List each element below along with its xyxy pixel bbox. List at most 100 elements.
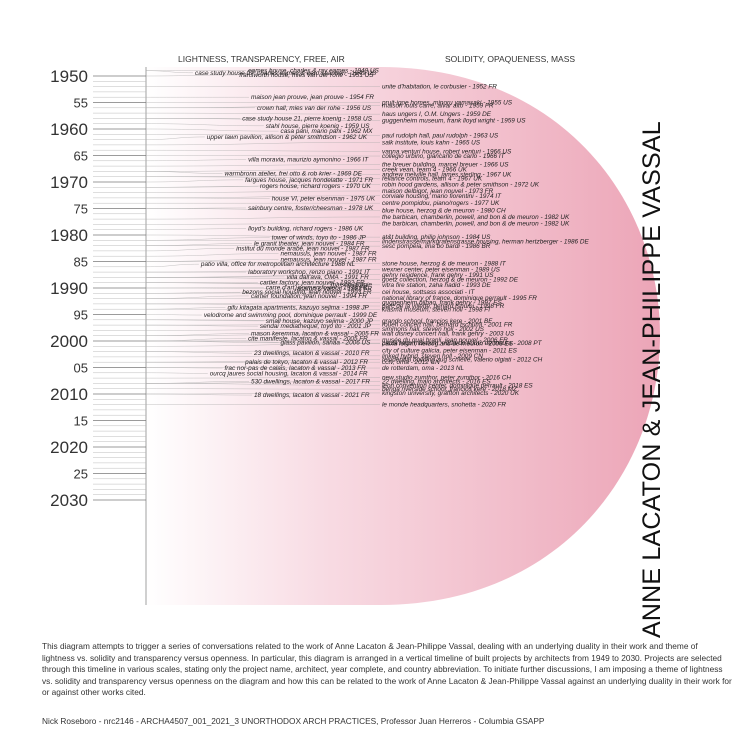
project-label: salk institute, louis kahn - 1965 US (382, 139, 481, 146)
year-label: 1970 (50, 173, 88, 192)
year-label: 1960 (50, 120, 88, 139)
project-connector (145, 159, 247, 161)
project-label: stone house, herzog & de meuron - 1988 I… (382, 261, 507, 268)
project-connector (145, 350, 381, 352)
project-connector (145, 261, 381, 264)
project-label: pruit-igoe homes, minoru yamasaki - 1955… (381, 100, 513, 107)
project-connector (145, 324, 258, 327)
project-connector (145, 328, 381, 331)
project-connector (145, 123, 264, 126)
project-label: upper lawn pavilion, allison & peter smi… (207, 134, 368, 141)
project-connector (145, 314, 202, 316)
project-label: lacaton & vassal - 1993 FR (295, 286, 372, 293)
year-label: 2010 (50, 385, 88, 404)
project-label: wexner center, peter eisenman - 1989 US (382, 266, 501, 273)
project-connector (145, 208, 381, 211)
project-label: city of culture galicia, peter eisenman … (382, 348, 518, 355)
project-label: walt disney concert hall, frank gehry - … (382, 331, 515, 338)
project-connector (145, 190, 381, 193)
project-connector (145, 228, 247, 230)
project-connector (145, 179, 244, 183)
project-label: cite manifeste, lacaton & vassal - 2005 … (248, 335, 368, 342)
project-connector (145, 297, 381, 299)
project-label: vanna venturi house, robert venturi - 19… (382, 148, 512, 155)
project-label: stahl house, pierre koenig - 1959 US (266, 123, 370, 130)
project-label: maison latapie (331, 281, 373, 288)
project-label: musée du quai branli, jean nouvel - 2006… (382, 337, 508, 344)
project-label: warmbronn atelier, frei otto & rob krier… (225, 171, 363, 178)
project-connector (145, 216, 381, 220)
project-connector (145, 176, 381, 179)
project-connector (145, 248, 235, 252)
project-label: villa moravia, maurizio aymonino - 1966 … (248, 157, 369, 164)
year-label: 65 (74, 149, 88, 164)
year-label: 2000 (50, 332, 88, 351)
project-connector (145, 367, 381, 369)
project-connector (145, 287, 264, 289)
project-connector (145, 142, 381, 146)
project-label: 18 dwellings, lacaton & vassal - 2021 FR (254, 392, 370, 399)
project-connector (145, 136, 205, 140)
project-connector (145, 150, 381, 152)
project-label: 23 dwellings, lacaton & vassal - 2010 FR (253, 350, 370, 357)
project-label: haus ungers I, O.M. Ungers - 1959 DE (382, 111, 492, 118)
project-label: nemausus, jean nouvel - 1987 FR (281, 256, 377, 263)
project-label: at&t building, philip johnson - 1984 US (382, 234, 491, 241)
project-label: sendai mediatheque, toyo ito - 2001 JP (260, 323, 372, 330)
project-label: new studio zumthor, peter zumthor - 2016… (382, 375, 511, 382)
project-label: cctv, oma - 2012 CN (382, 359, 440, 366)
project-connector (145, 319, 381, 322)
project-connector (145, 112, 381, 115)
project-connector (145, 351, 253, 354)
project-label: 530 dwellings, lacaton & vassal - 2017 F… (251, 378, 370, 385)
project-label: tower of winds, toyo ito - 1986 JP (272, 235, 367, 242)
project-label: case study house 21, pierre koenig - 195… (242, 115, 372, 122)
project-label: caixa forum, herzog and de meuron - 2008… (382, 341, 514, 348)
project-label: guggenheim bilbao, frank gehry - 1997 ES (382, 299, 502, 306)
project-label: small house, kazuyo sejima - 2000 JP (266, 318, 374, 325)
solidity-mass-shape (146, 67, 660, 605)
project-label: paula rego museum, eduardo souto de mour… (381, 340, 543, 347)
project-label: parc de la villette, benard tshumi - 199… (381, 303, 505, 310)
project-label: sesc pompéia, lina bo bardi - 1986 BR (382, 243, 491, 250)
project-label: linked hybrid, steven holl - 2009 CN (382, 353, 483, 360)
project-connector (145, 282, 329, 285)
project-connector (145, 155, 381, 157)
project-label: fransworth house, mies van der rohe - 19… (239, 72, 374, 79)
project-label: grando school, francios kere - 2001 BF (382, 318, 493, 325)
project-label: maison louis carré, alvar alto - 1959 FR (382, 103, 494, 110)
credits-line: Nick Roseboro - nrc2146 - ARCHA4507_001_… (42, 716, 545, 726)
year-label: 2030 (50, 491, 88, 510)
project-label: villa dall'ava, OMA - 1991 FR (286, 274, 369, 281)
project-label: leon convention center, dominique perrau… (382, 383, 533, 390)
project-label: creek vean, team 4 - 1966 UK (382, 166, 468, 173)
project-label: institut du monde arabe, jean nouvel - 1… (236, 245, 370, 252)
project-connector (145, 169, 381, 172)
year-label: 25 (74, 467, 88, 482)
project-connector (145, 240, 381, 242)
year-label: 75 (74, 202, 88, 217)
project-label: kingston university, graffton architects… (382, 390, 520, 397)
project-label: de rotterdam, oma - 2013 NL (382, 365, 465, 372)
project-label: paul rudolph hall, paul rudolph - 1963 U… (381, 132, 499, 139)
project-connector (145, 388, 381, 390)
project-connector (145, 333, 381, 336)
project-label: fargues house, jacques hondelatte - 1971… (245, 177, 373, 184)
project-label: carre d'art, norman foster - 1993 FR (266, 284, 368, 291)
project-label: cei house, sottsass associati - IT (382, 289, 475, 296)
year-labels: 1950 55 1960 65 1970 75 1980 85 1990 95 2000 05 2010… (50, 67, 88, 510)
project-connector (145, 324, 381, 326)
project-connectors (145, 70, 381, 405)
project-connector (145, 128, 279, 132)
project-connector (145, 223, 381, 225)
project-label: simmons hall, steven holl - 2002 US (382, 326, 485, 333)
project-label: house VI, peter eisenman - 1975 UK (272, 195, 376, 202)
project-connector (145, 263, 199, 267)
project-label: casa pani, mario pani - 1962 MX (281, 128, 374, 135)
project-connector (145, 234, 381, 238)
project-label: goetz collection, herzog & de meuron - 1… (382, 277, 519, 284)
project-label: frac nor-pas de calais, lacaton & vassal… (225, 365, 367, 372)
project-label: residential building zug schleife, valer… (382, 357, 543, 364)
project-label: maison delbigot, jean nouvel - 1973 FR (382, 188, 494, 195)
project-connector (145, 292, 381, 294)
